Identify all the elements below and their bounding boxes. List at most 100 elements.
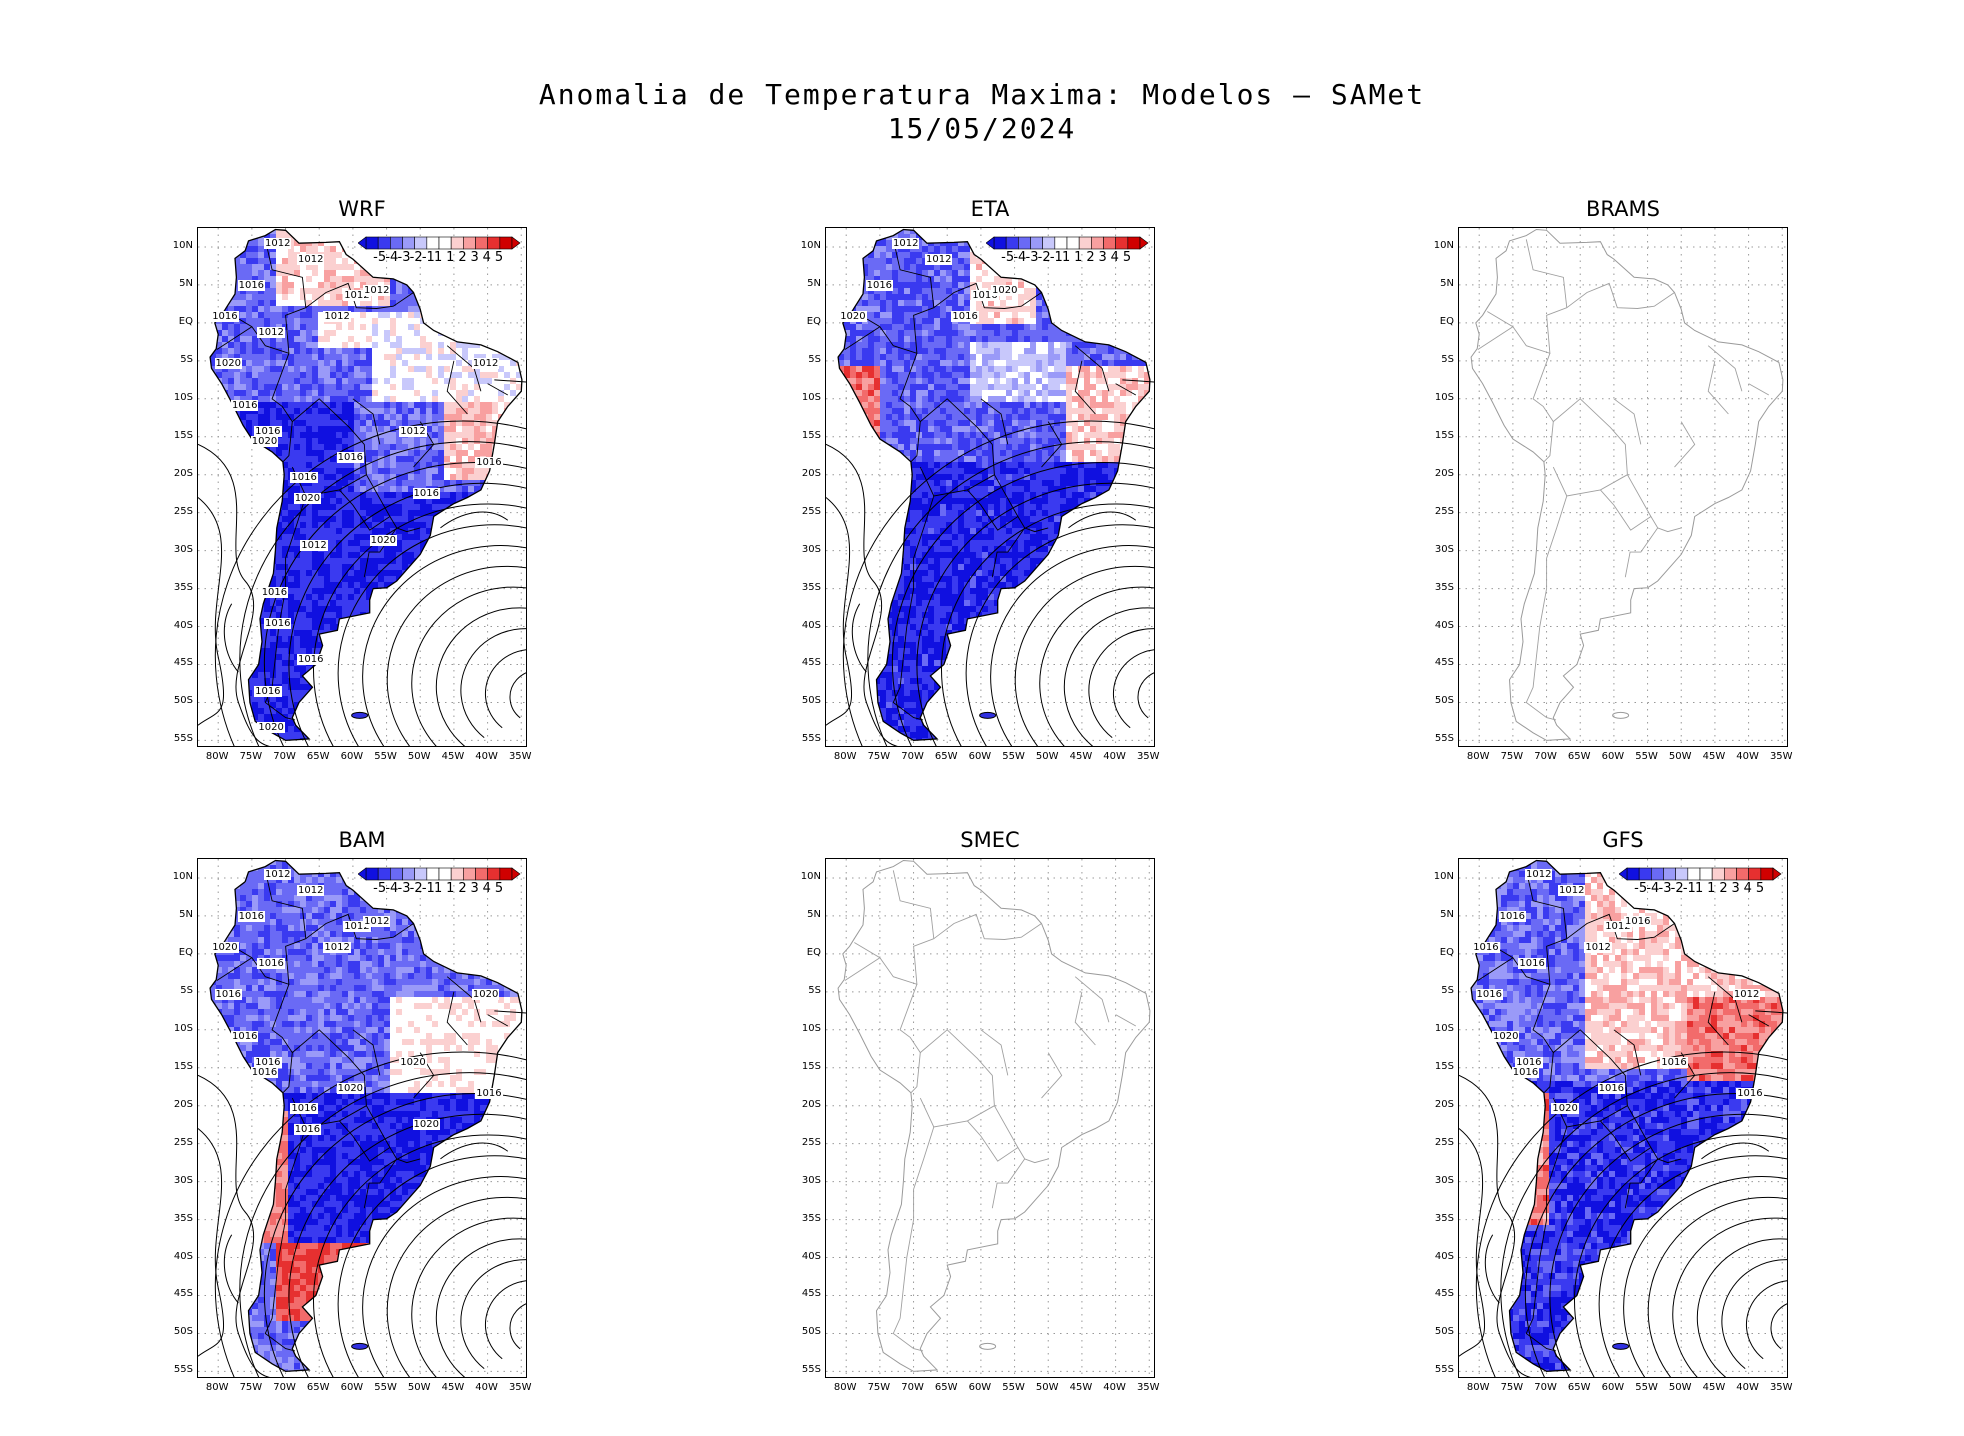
- longitude-label: 55W: [1002, 751, 1025, 762]
- isobar-label: 1016: [1475, 989, 1503, 1000]
- isobar-label: 1012: [264, 238, 292, 250]
- colorbar-swatch: [390, 867, 403, 881]
- longitude-label: 40W: [475, 751, 498, 762]
- panel-title-brams: BRAMS: [1586, 197, 1660, 221]
- latitude-label: 15S: [1434, 1060, 1454, 1072]
- latitude-label: 20S: [173, 1098, 193, 1110]
- longitude-label: 80W: [1466, 751, 1490, 762]
- country-borders: [844, 239, 1137, 721]
- isobar-label: 1020: [1551, 1103, 1579, 1115]
- colorbar-swatch: [1651, 867, 1664, 881]
- colorbar-swatch: [1724, 867, 1737, 881]
- longitude-label: 45W: [441, 1382, 465, 1393]
- isobar-contours: [198, 1010, 526, 1377]
- isobar-label: 1012: [257, 326, 285, 338]
- latitude-label: 30S: [173, 543, 193, 555]
- latitude-label: 35S: [173, 581, 193, 593]
- colorbar-tick-label: -1: [1049, 250, 1063, 265]
- longitude-label: 65W: [306, 1382, 330, 1393]
- longitude-label: 65W: [934, 1382, 958, 1393]
- colorbar-swatch: [463, 236, 476, 250]
- longitude-label: 70W: [901, 1382, 924, 1393]
- figure-title: Anomalia de Temperatura Maxima: Modelos …: [538, 78, 1426, 111]
- colorbar-tick-label: 4: [1743, 881, 1752, 896]
- longitude-label: 35W: [1136, 1382, 1160, 1393]
- isobar-label: 1016: [1660, 1056, 1688, 1068]
- colorbar-swatch: [438, 236, 452, 250]
- colorbar-tick-label: 4: [1110, 250, 1119, 265]
- colorbar-swatch: [438, 867, 452, 881]
- longitude-label: 50W: [1035, 751, 1059, 762]
- falkland-islands: [351, 711, 369, 719]
- longitude-label: 45W: [441, 751, 465, 762]
- isobar-label: 1012: [323, 942, 351, 954]
- map-gfs: 1012 1012 1016 1012 1016 1012 1016 1016 1016 1020…: [1458, 858, 1788, 1378]
- isobar-label: 1012: [1584, 942, 1612, 954]
- latitude-label: 50S: [801, 1326, 821, 1338]
- isobar-label: 1020: [369, 534, 398, 546]
- colorbar-tick-label: -4: [385, 881, 399, 896]
- isobar-label: 1016: [1472, 942, 1500, 954]
- colorbar-tick-label: -4: [1013, 250, 1027, 265]
- colorbar-tick-label: 2: [458, 250, 467, 265]
- longitude-label: 45W: [1069, 1382, 1093, 1393]
- coastline: [1470, 228, 1784, 741]
- longitude-label: 45W: [1702, 1382, 1726, 1393]
- colorbar-tick-label: 1: [1062, 250, 1071, 265]
- colorbar-swatch: [1663, 867, 1676, 881]
- latitude-label: 35S: [801, 1212, 821, 1224]
- latitude-label: 5N: [807, 277, 821, 289]
- colorbar-swatch: [1042, 236, 1056, 250]
- latitude-label: 30S: [1434, 1174, 1454, 1186]
- colorbar-swatch: [402, 867, 415, 881]
- longitude-label: 70W: [273, 1382, 296, 1393]
- latitude-label: 10N: [1433, 870, 1454, 882]
- isobar-label: 1020: [293, 493, 322, 505]
- latitude-label: 55S: [1434, 1364, 1454, 1376]
- isobar-label: 1012: [363, 916, 391, 928]
- longitude-label: 70W: [273, 751, 296, 762]
- isobar-label: 1016: [1736, 1087, 1764, 1099]
- isobar-label: 1012: [399, 425, 427, 437]
- isobar-label: 1016: [971, 290, 999, 302]
- isobar-label: 1016: [1518, 957, 1546, 969]
- longitude-label: 55W: [1002, 1382, 1025, 1393]
- latitude-label: EQ: [806, 315, 821, 327]
- longitude-label: 60W: [968, 1382, 992, 1393]
- latitude-label: 15S: [1434, 429, 1454, 441]
- latitude-label: 10N: [800, 870, 821, 882]
- isobar-label: 1012: [1558, 885, 1586, 896]
- longitude-label: 55W: [374, 751, 397, 762]
- longitude-label: 35W: [508, 751, 532, 762]
- isobar-label: 1016: [254, 685, 282, 697]
- longitude-label: 65W: [306, 751, 330, 762]
- colorbar-swatch: [450, 867, 464, 881]
- latitude-label: 35S: [173, 1212, 193, 1224]
- colorbar-swatch: [1127, 236, 1141, 250]
- longitude-label: 75W: [239, 1382, 263, 1393]
- latitude-label: 50S: [173, 1326, 193, 1338]
- isobar-label: 1012: [925, 254, 953, 265]
- colorbar-swatch: [1066, 236, 1080, 250]
- isobar-label: 1016: [237, 280, 266, 291]
- latitude-label: EQ: [806, 946, 821, 958]
- colorbar-tick-label: 1: [1074, 250, 1083, 265]
- latitude-label: 15S: [173, 429, 193, 441]
- colorbar-swatch: [1115, 236, 1129, 250]
- colorbar-tick-label: 5: [1755, 881, 1765, 896]
- longitude-label: 70W: [1534, 751, 1557, 762]
- colorbar-tick-label: -2: [1670, 881, 1684, 896]
- isobar-label: 1020: [211, 942, 239, 954]
- latitude-label: 25S: [1434, 1136, 1454, 1148]
- latitude-label: 45S: [173, 1288, 193, 1300]
- isobar-label: 1012: [343, 290, 371, 302]
- colorbar-tick-label: -3: [1025, 250, 1039, 265]
- colorbar-tick-label: -5: [373, 250, 387, 265]
- isobar-label: 1016: [336, 451, 365, 463]
- isobar-contours: [198, 379, 526, 746]
- latitude-label: 55S: [1434, 733, 1454, 745]
- longitude-label: 45W: [1069, 751, 1093, 762]
- colorbar-swatch: [426, 867, 440, 881]
- country-borders: [216, 239, 509, 721]
- isobar-label: 1016: [290, 1103, 318, 1115]
